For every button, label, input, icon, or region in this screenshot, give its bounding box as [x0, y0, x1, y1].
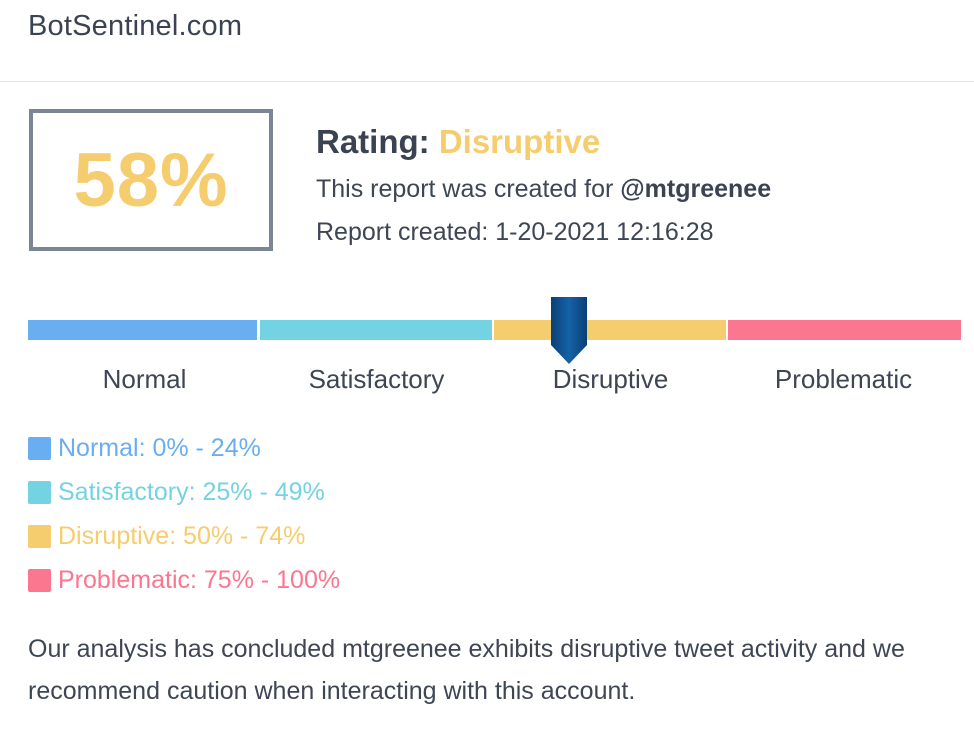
created-for-text: This report was created for [316, 175, 614, 203]
scale-label-satisfactory: Satisfactory [308, 364, 445, 394]
analysis-summary: Our analysis has concluded mtgreenee exh… [28, 635, 905, 705]
site-title[interactable]: BotSentinel.com [28, 10, 243, 42]
scale-label-normal: Normal [102, 364, 187, 394]
legend-swatch-normal [28, 436, 51, 460]
legend-text-normal: Normal: 0% - 24% [58, 433, 261, 462]
account-handle: @mtgreenee [620, 175, 772, 203]
legend-text-satisfactory: Satisfactory: 25% - 49% [58, 477, 325, 506]
legend-text-disruptive: Disruptive: 50% - 74% [58, 521, 306, 550]
scale-segment-satisfactory [260, 320, 492, 340]
rating-line: Rating: Disruptive [316, 123, 600, 161]
legend-item-disruptive: Disruptive: 50% - 74% [28, 514, 340, 558]
score-box: 58% [29, 109, 273, 251]
rating-label: Rating: [316, 123, 430, 160]
scale-label-problematic: Problematic [774, 364, 913, 394]
rating-value: Disruptive [438, 123, 601, 160]
scale-segment-disruptive [494, 320, 726, 340]
header-divider [0, 81, 974, 82]
legend-swatch-satisfactory [28, 480, 51, 504]
legend-swatch-disruptive [28, 524, 51, 548]
legend-item-normal: Normal: 0% - 24% [28, 426, 340, 470]
legend-swatch-problematic [28, 568, 51, 592]
scale-segment-normal [28, 320, 257, 340]
scale-segment-problematic [728, 320, 961, 340]
report-created-for: This report was created for @mtgreenee [316, 175, 771, 204]
legend-item-satisfactory: Satisfactory: 25% - 49% [28, 470, 340, 514]
score-value: 58% [73, 137, 229, 223]
report-created-date: Report created: 1-20-2021 12:16:28 [316, 218, 714, 246]
score-marker-icon [551, 297, 587, 364]
rating-scale [28, 320, 961, 340]
legend-text-problematic: Problematic: 75% - 100% [58, 565, 341, 594]
rating-legend: Normal: 0% - 24% Satisfactory: 25% - 49%… [28, 426, 340, 602]
scale-label-disruptive: Disruptive [552, 364, 669, 394]
legend-item-problematic: Problematic: 75% - 100% [28, 558, 340, 602]
